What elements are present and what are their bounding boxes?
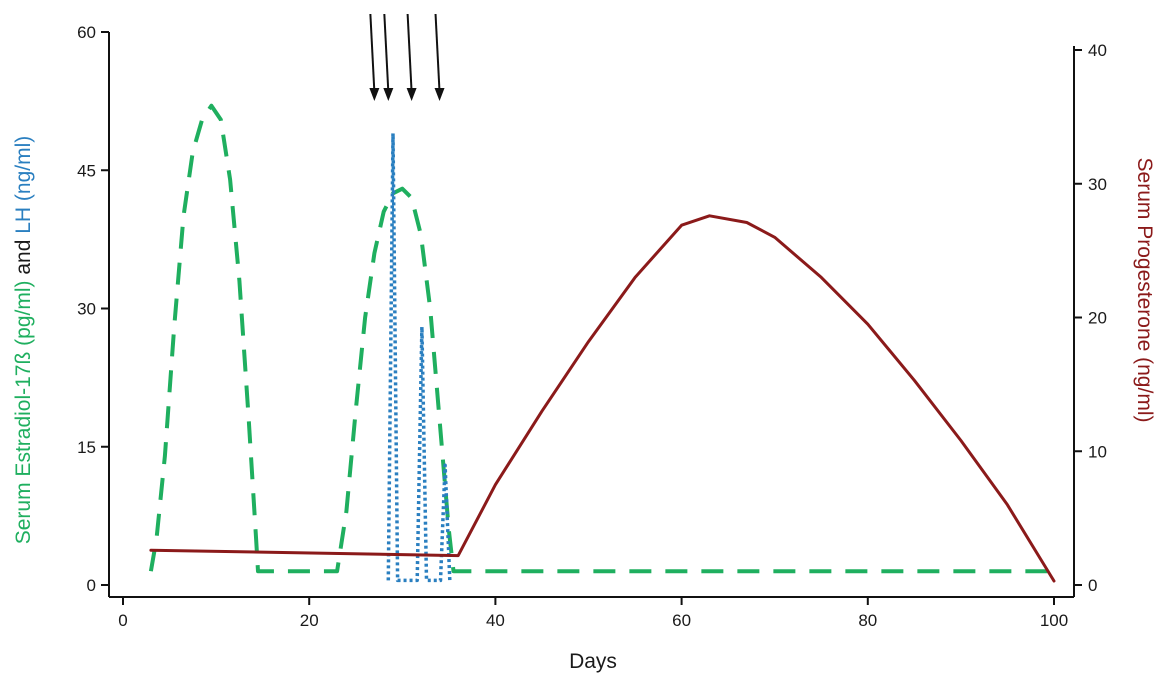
left-y-axis-title: Serum Estradiol-17ß (pg/ml) and LH (ng/m… xyxy=(12,136,35,545)
right-y-axis-ticks: 0 10 20 30 40 xyxy=(1074,41,1107,595)
progesterone-series-line xyxy=(149,214,1056,583)
x-tick-label: 100 xyxy=(1040,611,1068,630)
left-y-tick-label: 15 xyxy=(77,438,96,457)
left-y-tick-label: 60 xyxy=(77,23,96,42)
down-arrow-icon xyxy=(369,13,376,93)
x-tick-label: 80 xyxy=(858,611,877,630)
right-y-tick-label: 0 xyxy=(1088,576,1097,595)
series-layer xyxy=(148,103,1056,583)
arrowhead-icon xyxy=(383,88,394,101)
estradiol-series-line xyxy=(148,103,1054,574)
x-tick-label: 0 xyxy=(118,611,127,630)
x-tick-label: 40 xyxy=(486,611,505,630)
left-y-title-part: Serum Estradiol-17ß (pg/ml) xyxy=(12,281,35,545)
left-y-title-part: LH (ng/ml) xyxy=(12,136,35,234)
right-y-tick-label: 40 xyxy=(1088,41,1107,60)
down-arrow-icon xyxy=(406,13,413,93)
right-y-tick-label: 20 xyxy=(1088,309,1107,328)
left-y-tick-label: 45 xyxy=(77,161,96,180)
right-y-tick-label: 10 xyxy=(1088,442,1107,461)
down-arrow-icon xyxy=(434,13,441,93)
arrowhead-icon xyxy=(406,88,417,101)
arrowhead-icon xyxy=(369,88,380,101)
arrowhead-icon xyxy=(434,88,445,101)
x-tick-label: 60 xyxy=(672,611,691,630)
left-y-axis-ticks: 0 15 30 45 60 xyxy=(77,23,109,595)
left-y-tick-label: 30 xyxy=(77,300,96,319)
x-axis-title: Days xyxy=(569,650,617,673)
x-axis-ticks: 0 20 40 60 80 100 xyxy=(118,597,1068,630)
right-y-tick-label: 30 xyxy=(1088,175,1107,194)
right-y-axis-title: Serum Progesterone (ng/ml) xyxy=(1133,158,1156,423)
arrow-annotations xyxy=(369,13,445,101)
x-tick-label: 20 xyxy=(300,611,319,630)
left-y-tick-label: 0 xyxy=(87,576,96,595)
down-arrow-icon xyxy=(383,13,390,93)
lh-series-line xyxy=(386,131,452,583)
left-y-title-part: and xyxy=(12,234,35,281)
